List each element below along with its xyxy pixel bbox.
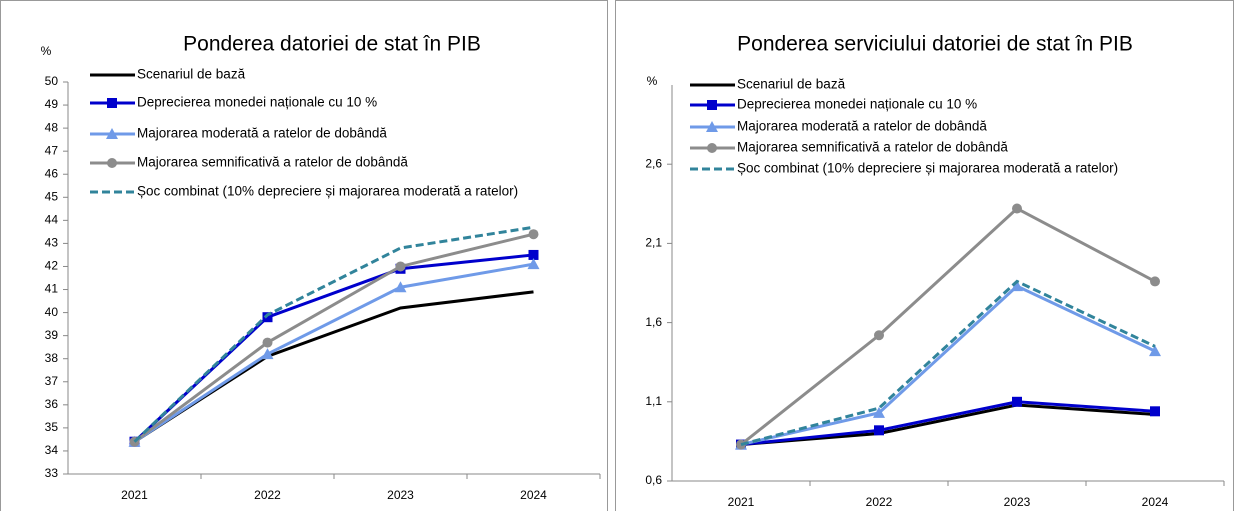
marker [106,128,118,139]
marker [1149,345,1161,357]
legend-label: Scenariul de bază [737,77,846,92]
y-tick-label: 39 [45,328,59,342]
y-tick-label: 1,6 [645,315,662,329]
marker [1012,203,1022,214]
x-tick-label: 2022 [254,488,281,502]
x-tick-label: 2021 [121,488,148,502]
chart: Ponderea serviciului datoriei de stat în… [645,33,1225,509]
y-tick-label: 45 [45,189,59,203]
panel-border [615,0,1234,511]
y-tick-label: 38 [45,351,59,365]
series-line [133,232,534,443]
legend-label: Deprecierea monedei naționale cu 10 % [137,95,377,110]
legend-label: Majorarea moderată a ratelor de dobândă [137,126,387,141]
marker [1011,280,1023,292]
marker [874,425,884,436]
y-tick-label: 0,6 [645,473,662,487]
marker [527,258,540,270]
series-line [740,403,1156,447]
y-tick-label: 50 [45,74,59,88]
y-tick-label: 2,1 [645,236,662,250]
y-tick-label: 40 [45,305,59,319]
chart-title: Ponderea serviciului datoriei de stat în… [737,33,1133,56]
marker [874,330,884,341]
y-tick-label: 33 [45,466,59,480]
marker [262,312,273,323]
x-tick-label: 2023 [1004,495,1031,509]
marker [262,337,273,348]
marker [528,249,539,260]
x-tick-label: 2021 [728,495,755,509]
series-line [740,400,1156,447]
y-tick-label: 49 [45,97,59,111]
marker [706,121,718,132]
series-line [133,262,534,443]
legend-label: Șoc combinat (10% depreciere și majorare… [137,184,518,199]
marker [107,158,117,168]
series-line [133,225,534,443]
marker [1150,406,1160,417]
y-tick-label: 48 [45,120,59,134]
legend-label: Șoc combinat (10% depreciere și majorare… [737,161,1118,176]
y-tick-label: 43 [45,236,59,250]
marker [1150,276,1160,287]
y-tick-label: 35 [45,420,59,434]
y-tick-label: 1,1 [645,394,662,408]
marker [528,229,539,240]
y-tick-label: 42 [45,259,59,273]
x-tick-label: 2023 [387,488,414,502]
y-tick-label: 41 [45,282,59,296]
y-tick-label: 47 [45,143,59,157]
legend-label: Majorarea semnificativă a ratelor de dob… [137,155,408,170]
marker [394,281,407,293]
marker [107,98,117,108]
x-tick-label: 2022 [866,495,893,509]
y-axis-label: % [647,74,658,88]
y-tick-label: 2,6 [645,156,662,170]
series-line [740,284,1156,447]
y-tick-label: 36 [45,397,59,411]
y-axis-label: % [41,44,52,58]
legend-label: Majorarea moderată a ratelor de dobândă [737,119,987,134]
legend-label: Deprecierea monedei naționale cu 10 % [737,97,977,112]
marker [1012,396,1022,407]
marker [395,261,406,272]
chart: Ponderea datoriei de stat în PIB% 33 34 35 3… [41,33,601,502]
y-tick-label: 37 [45,374,59,388]
y-tick-label: 34 [45,443,59,457]
x-tick-label: 2024 [1142,495,1169,509]
marker [707,143,717,153]
y-tick-label: 46 [45,166,59,180]
series-line [740,206,1156,446]
legend-label: Scenariul de bază [137,67,246,82]
marker [707,100,717,110]
series-line [133,290,534,443]
x-tick-label: 2024 [520,488,547,502]
chart-title: Ponderea datoriei de stat în PIB [183,33,481,56]
y-tick-label: 44 [45,213,59,227]
marker [261,348,274,360]
panel-border [0,0,608,511]
marker [873,406,885,418]
legend-label: Majorarea semnificativă a ratelor de dob… [737,140,1008,155]
